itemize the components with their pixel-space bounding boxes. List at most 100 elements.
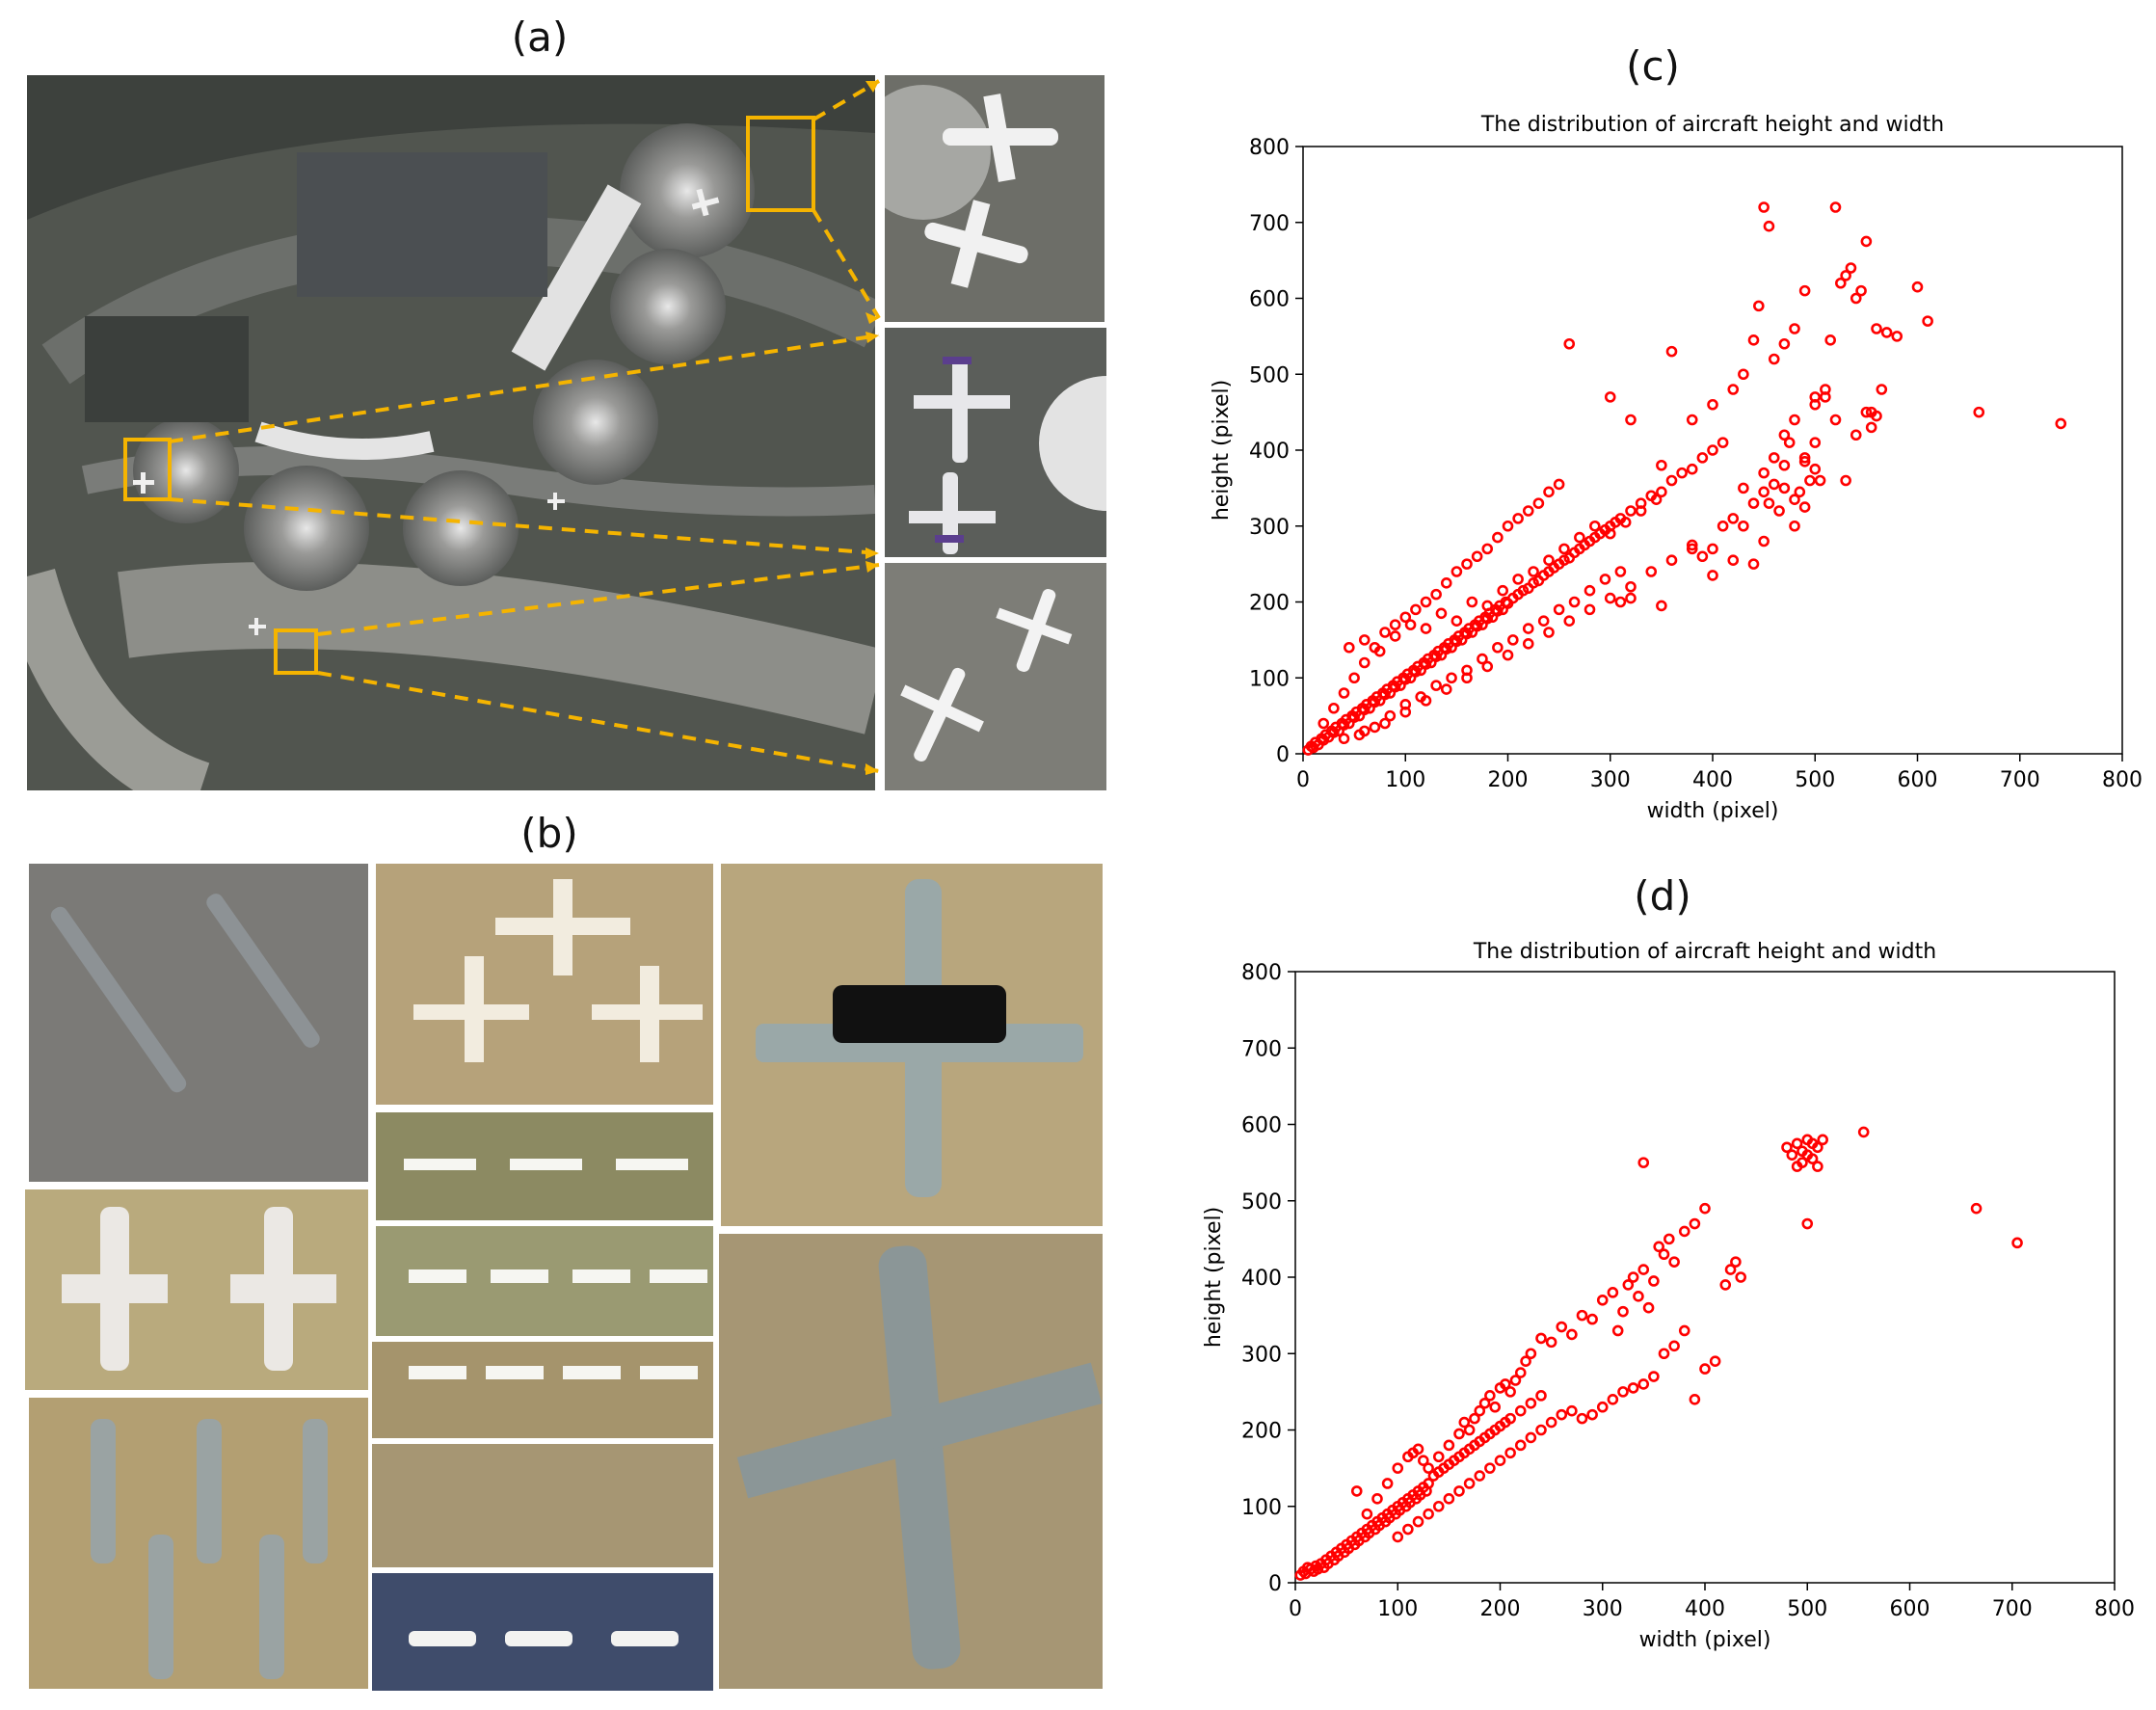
data-point [1576, 1309, 1588, 1322]
data-point [1880, 327, 1893, 338]
data-point [1568, 596, 1581, 608]
x-tick-label: 200 [1488, 768, 1529, 792]
data-point [1469, 1412, 1480, 1425]
data-point [1781, 1141, 1793, 1154]
data-point [1399, 699, 1412, 710]
data-point [1502, 649, 1514, 661]
y-axis-label-d: height (pixel) [1202, 1207, 1226, 1348]
data-point [1707, 444, 1718, 456]
data-point [1420, 596, 1432, 608]
data-point [1668, 1340, 1680, 1352]
data-point [1353, 729, 1366, 741]
data-point [1589, 520, 1601, 532]
data-point [1358, 656, 1371, 669]
data-point [1389, 619, 1401, 630]
data-point [1627, 1382, 1639, 1394]
data-point [1500, 1378, 1511, 1390]
x-tick-label: 700 [2000, 768, 2040, 792]
data-point [1504, 1412, 1516, 1425]
data-point [1584, 603, 1596, 616]
y-tick-label: 700 [1249, 212, 1290, 236]
data-point [1512, 574, 1524, 585]
data-point [1922, 315, 1933, 327]
data-point [1504, 1386, 1516, 1398]
data-point [1543, 627, 1555, 638]
data-point [1625, 592, 1637, 604]
data-point [1820, 391, 1831, 403]
data-point [1656, 600, 1667, 612]
data-point [1514, 1439, 1527, 1452]
data-point [1392, 1462, 1404, 1474]
y-tick-label: 600 [1241, 1114, 1282, 1138]
data-point [1678, 1324, 1690, 1337]
data-point [1653, 1241, 1664, 1253]
data-point [1871, 323, 1882, 334]
data-point [1791, 1137, 1803, 1150]
data-point [1804, 474, 1816, 487]
data-point [1435, 607, 1448, 620]
data-point [1798, 456, 1811, 468]
data-point [1392, 1531, 1404, 1543]
data-point [1484, 1390, 1496, 1402]
data-point [1668, 1256, 1680, 1268]
chart-title-c: The distribution of aircraft height and … [1480, 113, 1944, 137]
y-tick-label: 0 [1268, 1572, 1282, 1596]
data-point [1532, 497, 1545, 509]
data-point [1622, 1279, 1635, 1291]
data-point [1798, 501, 1811, 513]
data-point [1338, 687, 1350, 699]
data-point [1730, 1256, 1742, 1268]
data-point [1514, 1367, 1527, 1378]
x-tick-label: 300 [1590, 768, 1631, 792]
data-point [1719, 1279, 1732, 1291]
y-tick-label: 200 [1241, 1420, 1282, 1444]
data-point [1563, 615, 1576, 627]
data-point [1738, 482, 1749, 494]
data-point [1617, 1305, 1629, 1318]
axis-ticks-c: 0 100 200 300 400 500 600 700 800 0 100 200 300 400 50… [1249, 136, 2143, 792]
y-tick-label: 300 [1241, 1343, 1282, 1367]
data-point [1584, 584, 1596, 597]
data-point [1556, 1408, 1568, 1421]
data-point [1440, 577, 1452, 589]
data-point [1865, 421, 1877, 434]
data-point [1717, 437, 1729, 448]
y-tick-label: 400 [1241, 1267, 1282, 1291]
data-point [1361, 1508, 1373, 1520]
data-point [2055, 417, 2067, 430]
zoom-3-drawing [900, 589, 1073, 762]
data-point [1410, 603, 1422, 616]
data-point [1686, 463, 1698, 475]
data-point [1553, 603, 1565, 616]
data-point [1860, 235, 1873, 248]
data-point [1522, 505, 1534, 517]
data-point [1812, 1161, 1823, 1172]
data-point [1466, 596, 1478, 608]
data-point [2011, 1237, 2023, 1249]
data-point [1535, 1424, 1547, 1436]
data-point [1625, 505, 1637, 517]
data-point [1474, 1404, 1486, 1417]
data-point [1763, 497, 1775, 509]
data-point [1758, 535, 1770, 548]
data-point [1625, 414, 1637, 426]
data-point [1696, 550, 1709, 563]
data-point [1970, 1202, 1983, 1215]
data-point [1699, 1363, 1711, 1375]
data-point [1689, 1393, 1701, 1405]
data-point [1786, 1149, 1798, 1161]
data-point [1525, 1397, 1537, 1409]
data-point [1471, 620, 1483, 632]
y-tick-label: 300 [1249, 516, 1290, 540]
data-point [1724, 1264, 1737, 1275]
data-point [1463, 1478, 1476, 1489]
data-point [1556, 1321, 1568, 1333]
data-point [1758, 486, 1770, 498]
data-point [1829, 414, 1842, 426]
chart-title-d: The distribution of aircraft height and … [1473, 940, 1936, 964]
data-point [1686, 414, 1698, 426]
data-point [1727, 384, 1740, 395]
data-point [1637, 1378, 1650, 1390]
data-point [1404, 619, 1417, 630]
data-point [1596, 1401, 1609, 1413]
